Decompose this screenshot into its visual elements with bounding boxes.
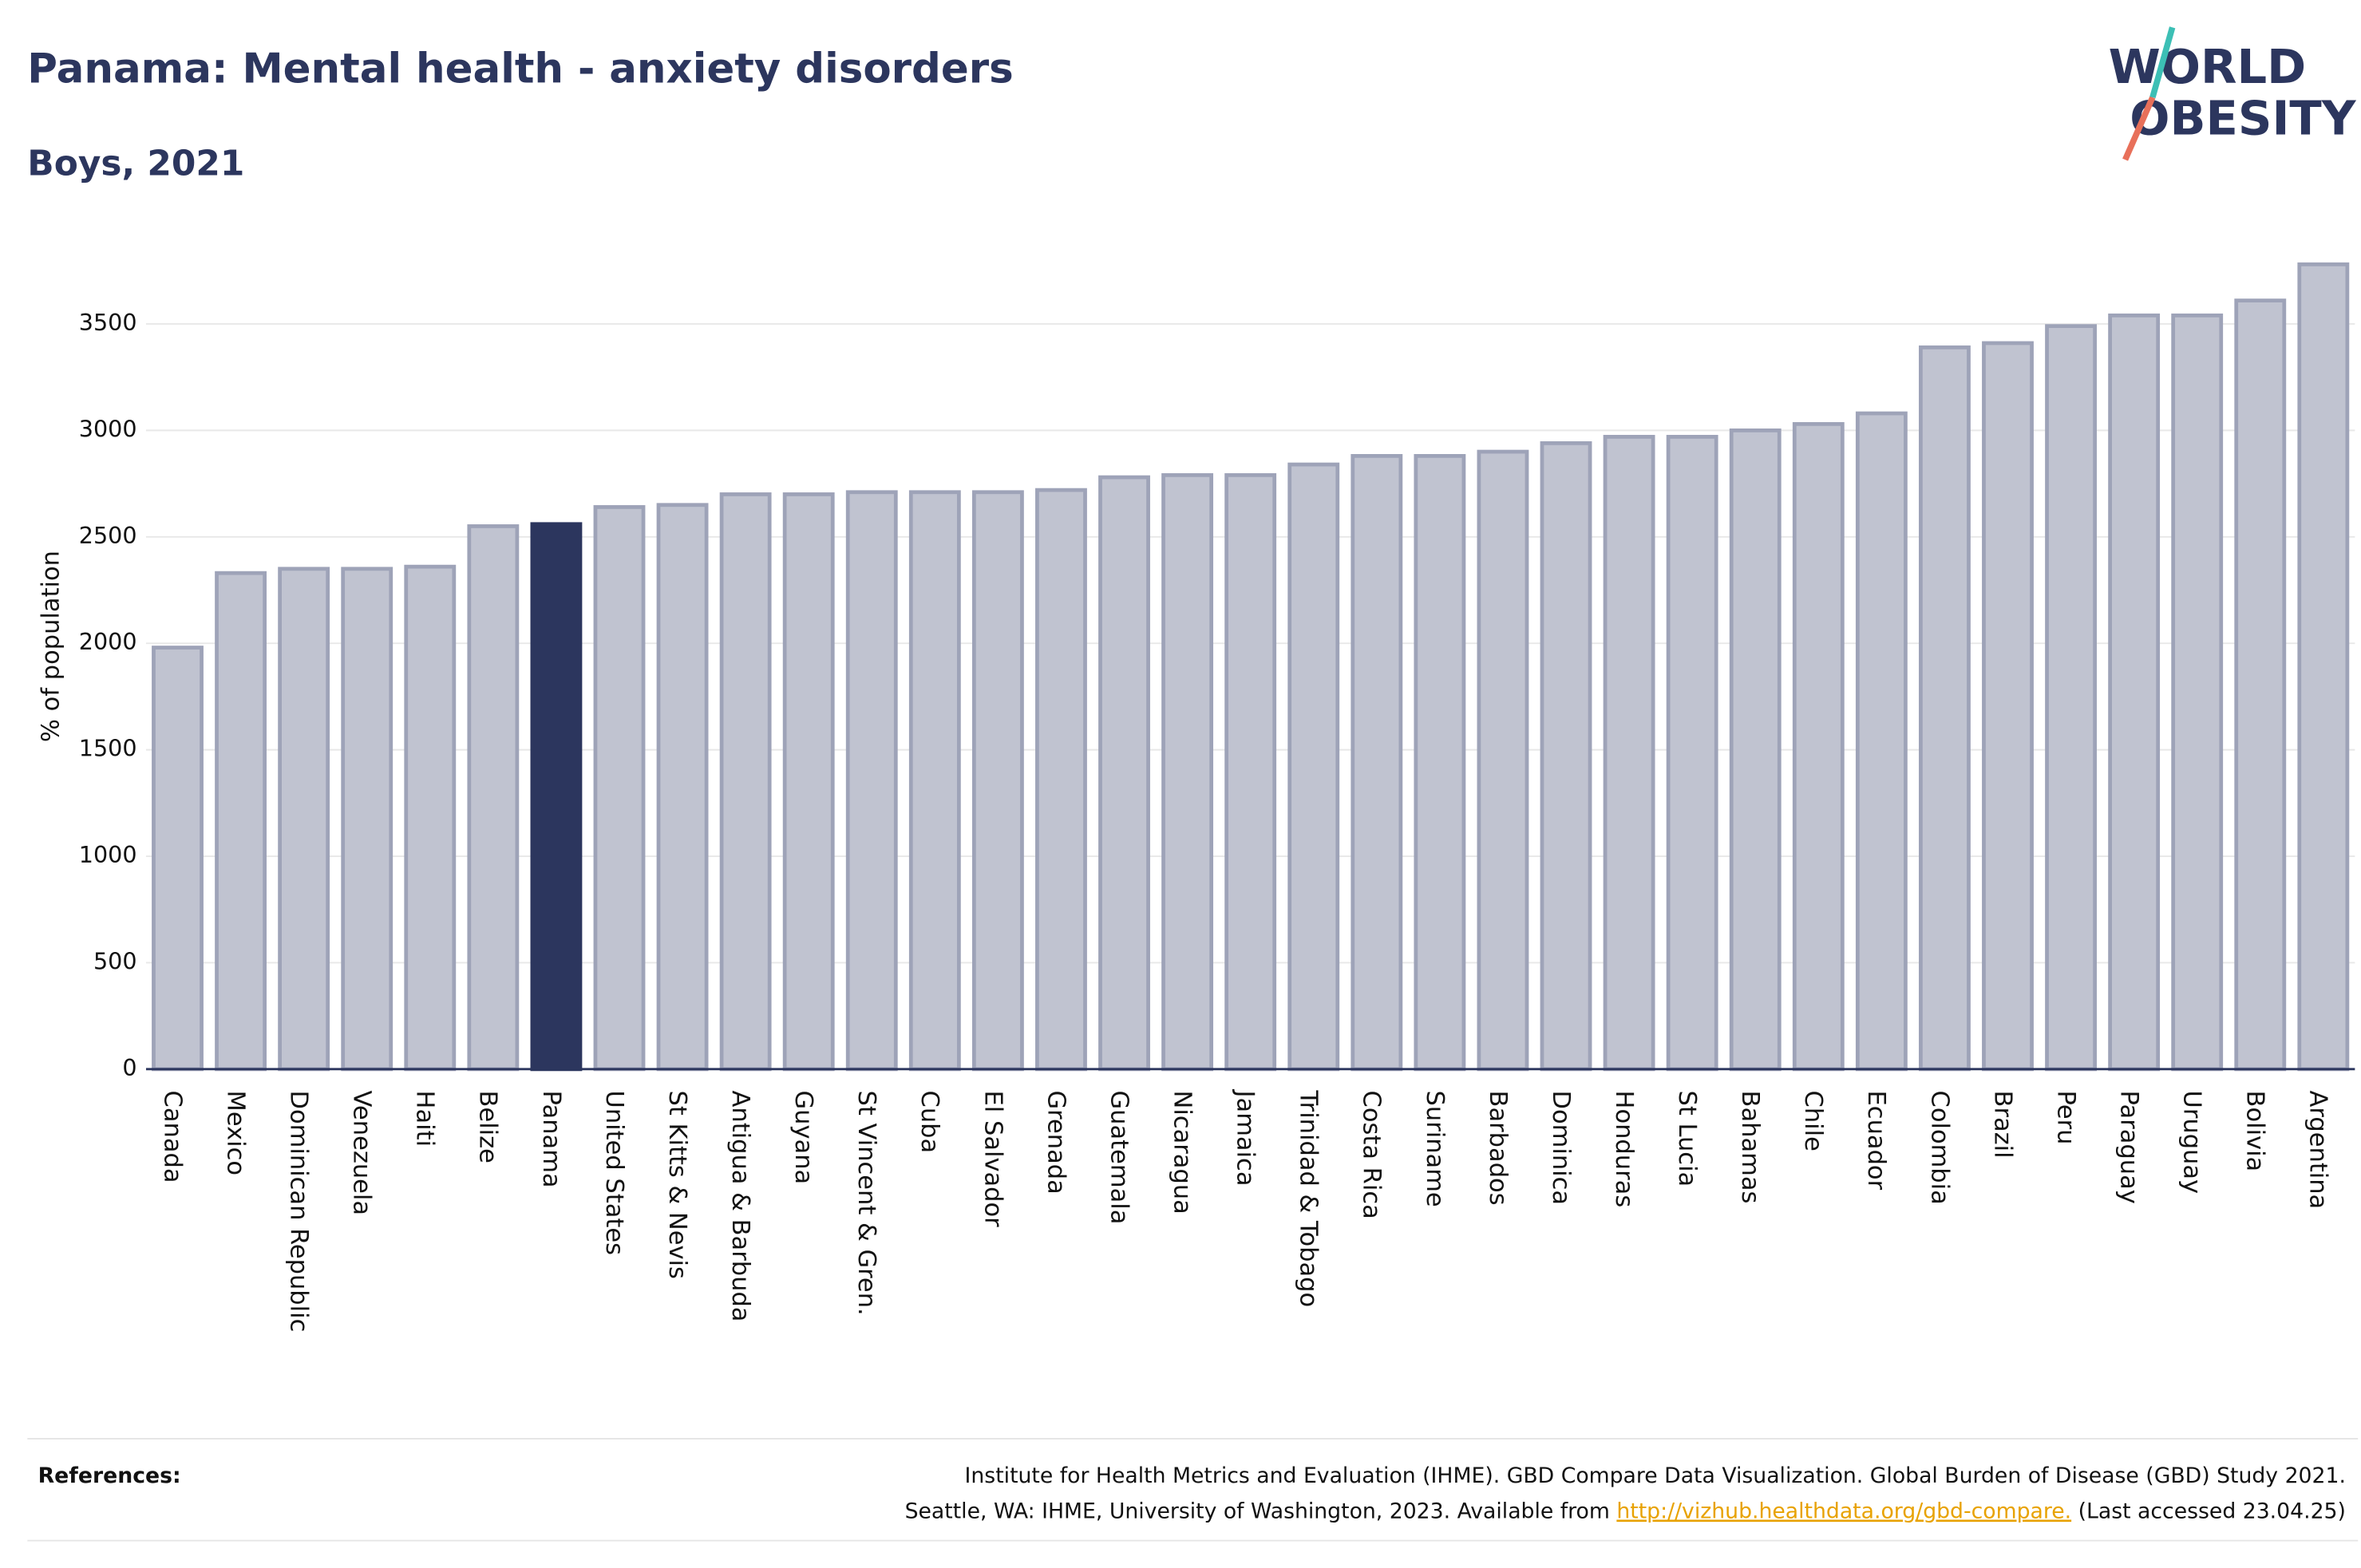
bar: [1982, 341, 2034, 1072]
x-tick-label: Brazil: [1988, 1091, 2016, 1159]
x-tick-label: Chile: [1799, 1091, 1827, 1151]
x-tick-label: Bolivia: [2241, 1091, 2269, 1172]
bar: [2297, 262, 2350, 1072]
chart-subtitle: Boys, 2021: [27, 144, 244, 184]
bar: [152, 646, 204, 1072]
bar: [1477, 449, 1529, 1072]
bar: [656, 503, 709, 1072]
bar: [341, 567, 394, 1072]
x-tick-label: Antigua & Barbuda: [726, 1091, 754, 1322]
x-tick-label: Haiti: [411, 1091, 439, 1147]
y-tick-label: 3000: [79, 415, 137, 442]
x-tick-label: Guatemala: [1105, 1091, 1133, 1225]
bar: [1098, 475, 1150, 1072]
bar: [1855, 411, 1908, 1072]
bar: [1666, 434, 1718, 1072]
bar: [845, 490, 898, 1072]
x-tick-label: Peru: [2051, 1091, 2079, 1145]
x-tick-label: Bahamas: [1736, 1091, 1764, 1204]
logo-text: OBESITY: [2130, 91, 2356, 146]
y-tick-label: 1500: [79, 735, 137, 762]
logo-slash: [2122, 96, 2156, 161]
x-tick-label: Mexico: [221, 1091, 249, 1175]
chart-title: Panama: Mental health - anxiety disorder…: [27, 45, 1013, 93]
bar: [1918, 345, 1971, 1072]
x-tick-label: Trinidad & Tobago: [1295, 1090, 1323, 1308]
logo-slash: [2149, 26, 2176, 99]
reference-link[interactable]: http://vizhub.healthdata.org/gbd-compare…: [1616, 1499, 2071, 1523]
plot-area: 0 500 1000 1500 2000 2500 3000 3500 Canada Mexico…: [79, 262, 2355, 1333]
x-tick-label: Nicaragua: [1168, 1091, 1196, 1215]
bar: [971, 490, 1024, 1072]
bar: [1161, 473, 1214, 1072]
bar: [1792, 421, 1845, 1072]
bar: [1414, 454, 1466, 1072]
x-tick-label: St Kitts & Nevis: [663, 1091, 691, 1279]
bar: [1729, 428, 1782, 1072]
y-tick-label: 2500: [79, 522, 137, 549]
bar: [278, 567, 330, 1072]
x-tick-label: Barbados: [1484, 1091, 1512, 1206]
bar: [2234, 298, 2287, 1072]
bar: [2045, 324, 2097, 1072]
bar: [404, 564, 457, 1072]
x-tick-label: Venezuela: [348, 1091, 376, 1216]
bar: [1287, 462, 1340, 1072]
bar: [1351, 454, 1403, 1072]
x-tick-label: Uruguay: [2178, 1091, 2206, 1195]
x-tick-label: Paraguay: [2115, 1091, 2143, 1204]
bar: [1035, 488, 1087, 1072]
x-tick-label: Suriname: [1421, 1091, 1449, 1207]
x-tick-label: Dominica: [1547, 1091, 1575, 1206]
bar: [1603, 434, 1655, 1072]
bar: [1540, 441, 1592, 1072]
x-tick-label: Colombia: [1925, 1091, 1953, 1205]
x-tick-label: Ecuador: [1862, 1091, 1890, 1191]
x-tick-label: Grenada: [1042, 1091, 1070, 1195]
bar: [215, 571, 267, 1072]
bar: [908, 490, 961, 1072]
reference-text: (Last accessed 23.04.25): [2078, 1499, 2346, 1523]
bar: [467, 524, 520, 1072]
y-axis-label: % of population: [37, 551, 65, 742]
bar: [530, 522, 583, 1072]
x-tick-label: Guyana: [789, 1091, 817, 1185]
x-tick-label: Honduras: [1610, 1091, 1638, 1208]
references-label: References:: [38, 1463, 181, 1488]
bar: [1224, 473, 1277, 1072]
y-tick-label: 500: [93, 947, 137, 974]
x-tick-label: Panama: [537, 1091, 565, 1188]
reference-text: Institute for Health Metrics and Evaluat…: [965, 1463, 2346, 1488]
x-tick-label: Canada: [158, 1091, 186, 1183]
logo-text: WORLD: [2109, 39, 2307, 94]
reference-text: Seattle, WA: IHME, University of Washing…: [905, 1499, 2346, 1523]
reference-text: Seattle, WA: IHME, University of Washing…: [905, 1499, 1610, 1523]
y-tick-label: 2000: [79, 628, 137, 655]
bar: [782, 492, 835, 1072]
x-tick-label: Belize: [474, 1091, 502, 1163]
x-tick-label: Argentina: [2304, 1091, 2332, 1210]
x-tick-label: St Lucia: [1673, 1091, 1701, 1187]
bar: [719, 492, 772, 1072]
x-tick-label: Costa Rica: [1358, 1091, 1386, 1219]
x-tick-label: St Vincent & Gren.: [852, 1091, 880, 1316]
x-tick-label: United States: [600, 1091, 628, 1255]
x-tick-label: Dominican Republic: [285, 1091, 313, 1333]
x-tick-label: Jamaica: [1232, 1089, 1260, 1187]
x-tick-label: Cuba: [916, 1091, 943, 1154]
y-tick-label: 0: [122, 1054, 136, 1081]
bar: [2108, 313, 2161, 1072]
y-tick-label: 3500: [79, 309, 137, 336]
y-tick-label: 1000: [79, 841, 137, 868]
logo: WORLD OBESITY: [2109, 26, 2357, 161]
bar: [593, 505, 646, 1072]
bar: [2171, 313, 2224, 1072]
x-tick-label: El Salvador: [979, 1091, 1006, 1228]
